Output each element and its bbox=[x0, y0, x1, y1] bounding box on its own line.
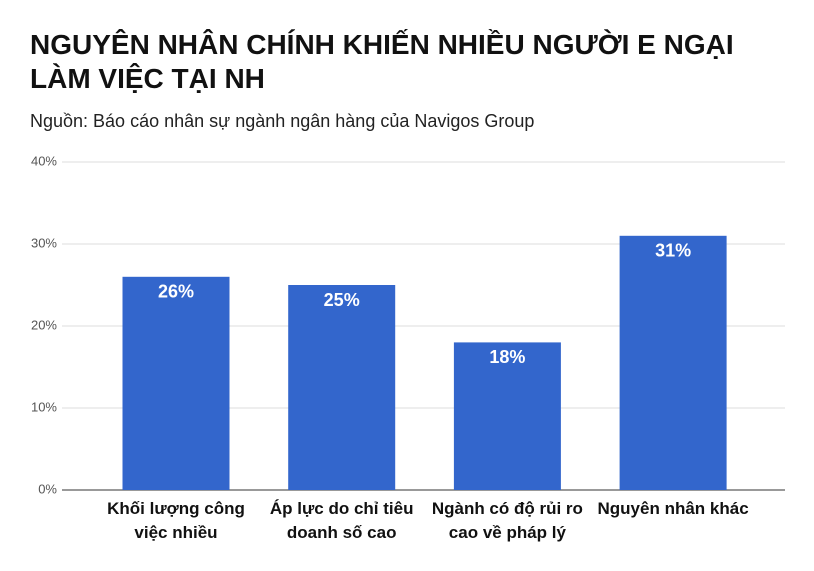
y-tick-label: 20% bbox=[31, 317, 57, 332]
y-tick-label: 0% bbox=[38, 481, 57, 496]
data-label: 31% bbox=[655, 241, 691, 261]
bar bbox=[619, 235, 727, 490]
chart-title: NGUYÊN NHÂN CHÍNH KHIẾN NHIỀU NGƯỜI E NG… bbox=[30, 29, 734, 94]
data-label: 18% bbox=[489, 347, 525, 367]
data-label: 26% bbox=[158, 282, 194, 302]
x-tick-label: Nguyên nhân khác bbox=[597, 499, 749, 518]
x-tick-label: Ngành có độ rủi ro cao về pháp lý bbox=[431, 499, 583, 542]
bar bbox=[288, 285, 396, 490]
y-tick-label: 40% bbox=[31, 153, 57, 168]
x-tick-label: Áp lực do chỉ tiêu doanh số cao bbox=[269, 499, 414, 542]
bar bbox=[122, 276, 230, 490]
chart-subtitle: Nguồn: Báo cáo nhân sự ngành ngân hàng c… bbox=[30, 111, 535, 131]
data-label: 25% bbox=[324, 290, 360, 310]
y-tick-label: 10% bbox=[31, 399, 57, 414]
y-tick-label: 30% bbox=[31, 235, 57, 250]
x-tick-label: Khối lượng công việc nhiều bbox=[107, 499, 245, 542]
bar bbox=[453, 342, 561, 490]
